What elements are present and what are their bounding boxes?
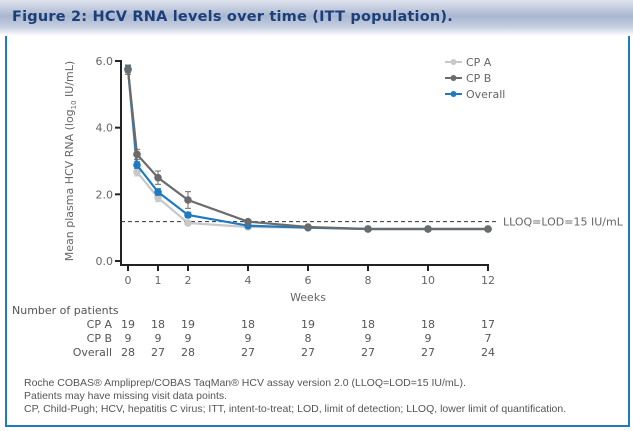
y-tick-label: 4.0 bbox=[96, 122, 114, 135]
patients-row-label: CP B bbox=[86, 332, 112, 345]
x-tick-label: 6 bbox=[305, 274, 312, 287]
patients-count: 19 bbox=[121, 318, 135, 331]
figure-title: Figure 2: HCV RNA levels over time (ITT … bbox=[12, 9, 453, 25]
y-tick-label: 0.0 bbox=[96, 255, 114, 268]
patients-count: 27 bbox=[421, 346, 435, 359]
data-point bbox=[184, 211, 192, 219]
data-point bbox=[124, 65, 132, 74]
patients-count: 24 bbox=[481, 346, 495, 359]
patients-count: 27 bbox=[301, 346, 315, 359]
patients-count: 19 bbox=[301, 318, 315, 331]
patients-count: 17 bbox=[481, 318, 495, 331]
y-tick-label: 2.0 bbox=[96, 188, 114, 201]
x-tick-label: 4 bbox=[245, 274, 252, 287]
legend-label: CP B bbox=[466, 72, 491, 85]
series-line bbox=[126, 68, 488, 231]
footnotes: Roche COBAS® Ampliprep/COBAS TaqMan® HCV… bbox=[24, 377, 566, 416]
x-tick-label: 8 bbox=[365, 274, 372, 287]
data-point bbox=[244, 217, 252, 226]
patients-count: 8 bbox=[304, 332, 312, 345]
x-tick-label: 2 bbox=[185, 274, 192, 287]
x-tick-label: 12 bbox=[481, 274, 495, 287]
patients-count: 27 bbox=[151, 346, 165, 359]
legend-swatch-marker bbox=[450, 59, 457, 65]
x-tick-label: 10 bbox=[421, 274, 435, 287]
patients-count: 9 bbox=[424, 332, 432, 345]
data-point bbox=[184, 219, 192, 227]
patients-count: 18 bbox=[151, 318, 165, 331]
figure-frame bbox=[5, 36, 630, 427]
series-cp-b bbox=[124, 64, 492, 233]
legend-item: Overall bbox=[445, 88, 505, 101]
data-point bbox=[184, 196, 192, 204]
patients-count: 9 bbox=[184, 332, 192, 345]
data-point bbox=[424, 225, 432, 233]
legend-item: CP B bbox=[445, 72, 491, 85]
lloq-label: LLOQ=LOD=15 IU/mL bbox=[503, 216, 624, 229]
data-point bbox=[154, 173, 162, 182]
patients-count: 28 bbox=[181, 346, 195, 359]
patients-count: 28 bbox=[121, 346, 135, 359]
footnote: CP, Child-Pugh; HCV, hepatitis C virus; … bbox=[24, 403, 567, 415]
x-tick-label: 1 bbox=[155, 274, 162, 287]
legend: CP A CP B Overall bbox=[445, 56, 505, 101]
data-point bbox=[133, 168, 141, 176]
patients-row-label: Overall bbox=[72, 346, 112, 359]
legend-item: CP A bbox=[445, 56, 492, 69]
axes: 0.02.04.06.00 1 2 4 6 8 10 12 bbox=[96, 55, 496, 287]
patients-title: Number of patients bbox=[12, 304, 119, 317]
data-point bbox=[364, 225, 372, 233]
y-axis-label-sub: 10 bbox=[70, 100, 78, 109]
y-axis-label-main: Mean plasma HCV RNA (log bbox=[63, 109, 76, 261]
y-axis-label-end: IU/mL) bbox=[63, 61, 76, 101]
y-axis-label: Mean plasma HCV RNA (log10 IU/mL) bbox=[63, 61, 78, 261]
legend-label: CP A bbox=[466, 56, 492, 69]
patients-row-label: CP A bbox=[86, 318, 112, 331]
data-point bbox=[133, 161, 141, 169]
legend-swatch-marker bbox=[450, 75, 457, 81]
figure-header: Figure 2: HCV RNA levels over time (ITT … bbox=[0, 0, 633, 36]
reference-line-group: LLOQ=LOD=15 IU/mL bbox=[121, 216, 624, 229]
legend-label: Overall bbox=[466, 88, 505, 101]
patients-count: 9 bbox=[244, 332, 252, 345]
data-point bbox=[304, 223, 312, 231]
patients-count: 18 bbox=[241, 318, 255, 331]
series-overall bbox=[124, 65, 492, 233]
series-line bbox=[126, 69, 488, 231]
legend-swatch-marker bbox=[450, 91, 457, 97]
patients-count: 27 bbox=[361, 346, 375, 359]
x-axis-label: Weeks bbox=[290, 291, 326, 304]
patients-count: 18 bbox=[421, 318, 435, 331]
footnote: Patients may have missing visit data poi… bbox=[24, 390, 228, 402]
patients-count: 18 bbox=[361, 318, 375, 331]
patients-count: 9 bbox=[154, 332, 162, 345]
data-point bbox=[484, 225, 492, 233]
patients-count: 7 bbox=[484, 332, 492, 345]
patients-count: 19 bbox=[181, 318, 195, 331]
x-tick-label: 0 bbox=[125, 274, 132, 287]
series-group bbox=[124, 64, 492, 233]
patients-count: 27 bbox=[241, 346, 255, 359]
data-point bbox=[133, 150, 141, 159]
y-tick-label: 6.0 bbox=[96, 55, 114, 68]
patients-count: 9 bbox=[364, 332, 372, 345]
footnote: Roche COBAS® Ampliprep/COBAS TaqMan® HCV… bbox=[24, 377, 466, 389]
patients-count: 9 bbox=[124, 332, 132, 345]
data-point bbox=[154, 188, 162, 196]
series-line bbox=[126, 69, 488, 231]
